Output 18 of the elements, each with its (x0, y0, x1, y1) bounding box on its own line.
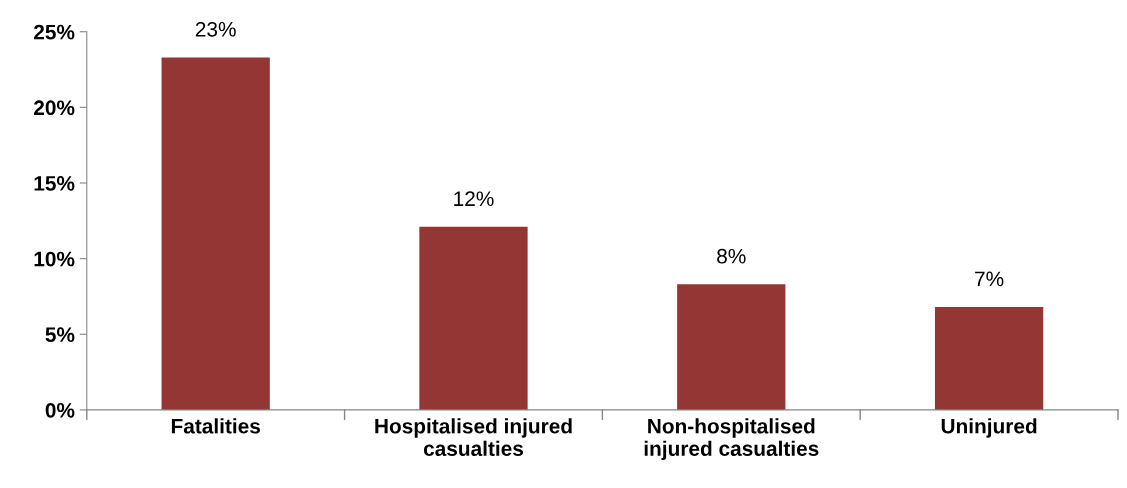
y-tick-label: 5% (45, 327, 75, 343)
y-tick-label: 25% (34, 24, 75, 40)
x-tick-label: Uninjured (941, 418, 1037, 438)
x-tick-label: Non-hospitalised injured casualties (644, 418, 819, 461)
y-tick-label: 15% (34, 176, 75, 191)
y-tick-label: 10% (34, 251, 75, 267)
data-label: 7% (975, 271, 1004, 287)
x-tick-label: Fatalities (171, 418, 260, 434)
x-tick-label: Hospitalised injured casualties (375, 418, 572, 456)
data-label: 23% (195, 21, 236, 37)
bar (161, 57, 270, 410)
bar (419, 226, 528, 410)
bar (677, 284, 786, 410)
data-label: 8% (717, 248, 746, 264)
y-tick-label: 0% (45, 402, 75, 418)
bar (934, 307, 1044, 410)
data-label: 12% (454, 191, 494, 207)
y-tick-label: 20% (34, 100, 75, 116)
